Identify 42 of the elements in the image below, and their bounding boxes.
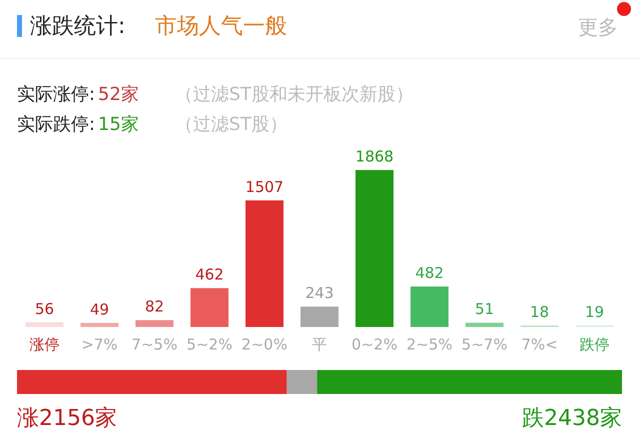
text: 跌2438家 <box>522 405 622 433</box>
x-tick-label: 7~5% <box>132 336 178 354</box>
data-label: 18 <box>530 302 550 321</box>
text: （过滤ST股） <box>175 113 288 136</box>
text: 52家 <box>98 83 139 106</box>
chart-subtitle: 市场人气一般 <box>155 13 287 41</box>
x-tick-label: >7% <box>81 336 118 354</box>
x-tick-label: 2~0% <box>242 336 288 354</box>
x-tick-label: 5~7% <box>462 336 508 354</box>
text: （过滤ST股和未开板次新股） <box>175 83 414 106</box>
bar <box>26 322 64 327</box>
bar <box>356 170 394 327</box>
x-tick-label: 涨停 <box>30 336 60 354</box>
x-tick-label: 跌停 <box>580 336 610 354</box>
text: 实际涨停: <box>17 83 96 106</box>
x-tick-label: 2~5% <box>406 336 452 354</box>
x-tick-label: 5~2% <box>186 336 232 354</box>
bar <box>80 322 118 327</box>
x-tick-label: 7%< <box>521 336 558 354</box>
data-label: 51 <box>474 300 494 318</box>
bar <box>410 286 448 327</box>
bar <box>246 200 284 327</box>
data-label: 1507 <box>245 178 284 196</box>
bar <box>300 306 338 327</box>
x-tick-label: 平 <box>312 336 327 354</box>
bar <box>466 322 504 327</box>
data-label: 82 <box>144 298 164 316</box>
data-label: 19 <box>584 302 604 321</box>
chart-title: 涨跌统计: <box>30 13 126 41</box>
text: 更多 <box>578 14 618 41</box>
data-label: 462 <box>195 266 224 284</box>
x-tick-label: 0~2% <box>352 336 398 354</box>
bar <box>136 320 174 327</box>
data-label: 243 <box>305 284 334 302</box>
text: 15家 <box>98 113 139 136</box>
bar <box>190 288 228 327</box>
data-label: 56 <box>34 300 54 318</box>
text: 涨2156家 <box>17 405 117 433</box>
data-label: 1868 <box>355 148 394 166</box>
data-label: 482 <box>415 264 444 282</box>
text: 实际跌停: <box>17 113 96 136</box>
data-label: 49 <box>90 300 110 318</box>
